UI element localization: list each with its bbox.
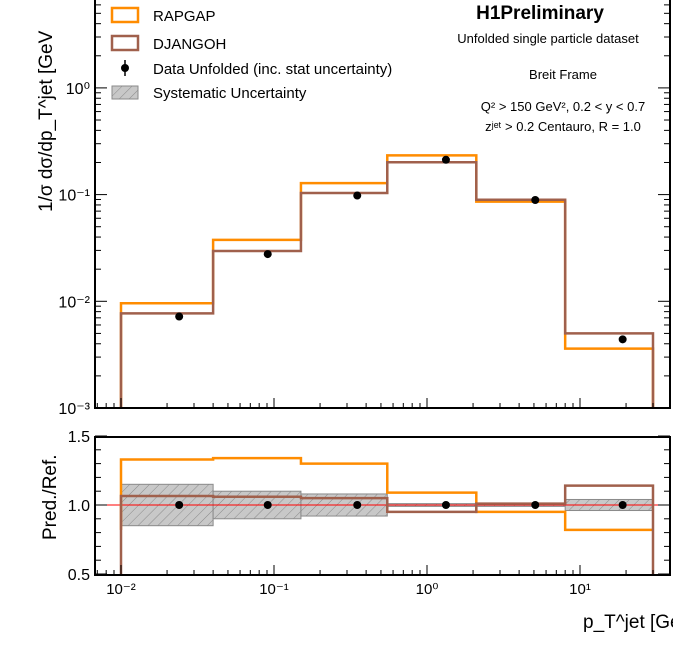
x-tick-label: 10⁻¹: [259, 581, 289, 598]
legend-swatch-syst: [111, 85, 139, 100]
ratio-point-1: [263, 501, 272, 509]
header-title: H1Preliminary: [476, 3, 604, 24]
legend-swatch-rapgap: [110, 6, 140, 24]
ratio-y-tick-label: 1.0: [68, 498, 90, 515]
djangoh-hist: [119, 160, 655, 408]
legend-swatch-djangoh: [110, 34, 140, 52]
ratio-point-3: [441, 501, 450, 509]
main-y-axis-label: 1/σ dσ/dp_T^jet [GeV: [36, 30, 57, 212]
header-frame: Breit Frame: [529, 67, 597, 82]
legend: RAPGAP DJANGOH Data Unfolded (inc. stat …: [110, 6, 392, 102]
header-cuts-2: zʲᵉᵗ > 0.2 Centauro, R = 1.0: [485, 119, 641, 134]
ratio-point-0: [175, 501, 184, 509]
ratio-point-2: [353, 501, 362, 509]
rapgap-ratio: [119, 456, 653, 532]
data-point-2: [353, 191, 362, 200]
main-y-tick-label: 10⁻²: [58, 294, 90, 311]
data-point-5: [618, 335, 627, 344]
data-point-1: [263, 250, 272, 259]
legend-label-syst: Systematic Uncertainty: [153, 85, 307, 102]
header-cuts-1: Q² > 150 GeV², 0.2 < y < 0.7: [481, 99, 645, 114]
legend-label-djangoh: DJANGOH: [153, 36, 226, 53]
legend-label-data: Data Unfolded (inc. stat uncertainty): [153, 61, 392, 78]
header-subtitle: Unfolded single particle dataset: [457, 31, 639, 46]
data-point-3: [441, 155, 450, 164]
legend-label-rapgap: RAPGAP: [153, 8, 216, 25]
ratio-point-4: [531, 501, 540, 509]
x-tick-label: 10⁰: [416, 581, 439, 598]
ratio-y-tick-label: 1.5: [68, 429, 90, 446]
data-point-4: [531, 196, 540, 205]
ratio-plot-frame: [94, 436, 671, 576]
x-axis-label: p_T^jet [GeV: [583, 612, 673, 633]
main-y-tick-label: 10⁻³: [58, 401, 90, 418]
x-tick-label: 10⁻²: [106, 581, 136, 598]
ratio-y-axis-label: Pred./Ref.: [40, 454, 61, 540]
ratio-y-tick-label: 0.5: [68, 567, 90, 584]
djangoh-ratio: [119, 484, 655, 575]
main-y-tick-label: 10⁻¹: [58, 188, 90, 205]
legend-marker-data: [121, 64, 129, 72]
ratio-point-5: [618, 501, 627, 509]
data-point-0: [175, 312, 184, 321]
main-y-tick-label: 10⁰: [66, 81, 90, 98]
x-tick-label: 10¹: [569, 581, 591, 598]
